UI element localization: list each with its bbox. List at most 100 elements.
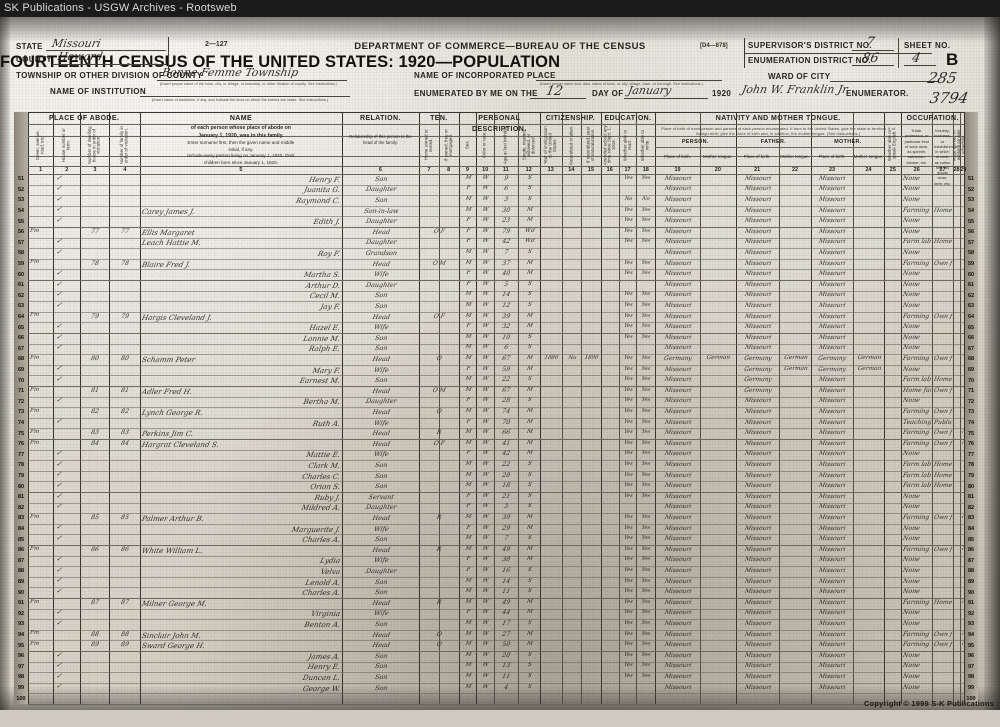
table-cell-entry: Missouri [818, 344, 847, 352]
table-cell-entry: Missouri [743, 450, 772, 458]
table-cell-entry: W [482, 333, 490, 340]
row-number-left: 65 [17, 324, 25, 331]
table-cell-entry: Ruth A. [312, 418, 342, 428]
table-cell-entry: Missouri [664, 567, 693, 574]
table-cell-entry: None [902, 196, 921, 203]
row-number-right: 89 [967, 578, 975, 585]
row-number-right: 83 [967, 515, 975, 522]
table-cell-entry: Yes [641, 673, 652, 679]
table-cell-entry: M [525, 408, 533, 414]
table-cell-entry: O [436, 355, 443, 362]
table-cell-entry: F [465, 238, 471, 245]
table-cell-entry: 66 [501, 429, 511, 437]
table-cell-entry: 32 [501, 323, 511, 331]
visitation-check-mark: ✓ [55, 237, 63, 246]
table-cell-entry: Yes [641, 450, 652, 457]
census-table: PLACE OF ABODE. NAME RELATION. TEN. PERSONAL… [14, 112, 978, 705]
row-number-left: 67 [17, 345, 25, 352]
table-cell-entry: M [464, 376, 472, 383]
table-cell-entry: Own farm [933, 514, 953, 521]
table-cell-entry: Wife [372, 609, 390, 618]
table-cell-entry: Yes [641, 376, 652, 383]
row-number-right: 86 [967, 547, 975, 554]
table-cell-entry: 22 [501, 461, 511, 468]
table-cell-entry: Missouri [664, 609, 693, 617]
row-number-right: 94 [967, 631, 975, 638]
table-cell-entry: S [526, 280, 532, 287]
table-cell-entry: 18 [501, 482, 511, 490]
table-cell-entry: 88 [120, 630, 131, 638]
table-cell-entry: Missouri [664, 651, 693, 659]
table-cell-entry: M [464, 439, 472, 446]
table-cell-entry: Yes [623, 514, 633, 520]
table-cell-entry: W [482, 609, 490, 616]
table-cell-entry: 80 [90, 355, 101, 362]
table-cell-entry: Missouri [818, 673, 847, 680]
table-cell-entry: Head [371, 355, 391, 363]
row-rule [28, 449, 964, 451]
visitation-check-mark: ✓ [55, 247, 63, 256]
table-cell-entry: 42 [501, 450, 511, 458]
table-cell-entry: Missouri [743, 651, 772, 659]
table-cell-entry: None [902, 673, 921, 680]
table-cell-entry: 30 [501, 206, 511, 214]
occupation-column-header: Industry, business, or establishment in … [934, 128, 959, 186]
table-cell-entry: Missouri [743, 662, 772, 670]
table-cell-entry: M [464, 620, 472, 626]
table-cell-entry: Yes [623, 365, 633, 372]
table-cell-entry: Yes [641, 333, 652, 340]
table-cell-entry: 13 [501, 662, 511, 670]
table-cell-entry: Missouri [743, 482, 772, 490]
table-cell-entry: F [465, 397, 471, 404]
column-group-header: OCCUPATION. [906, 115, 959, 122]
table-cell-entry: Yes [623, 217, 633, 224]
row-rule [28, 269, 964, 271]
table-cell-entry: O F [433, 227, 446, 235]
visitation-check-mark: ✓ [55, 321, 63, 330]
table-cell-entry: Yes [641, 492, 652, 499]
row-number-right: 80 [967, 483, 975, 490]
table-cell-entry: 88 [90, 630, 101, 638]
table-cell-entry: Yes [623, 429, 633, 436]
column-number: 24 [865, 167, 872, 173]
table-cell-entry: No [623, 196, 633, 202]
table-cell-entry: None [902, 227, 921, 235]
table-cell-entry: Missouri [818, 174, 847, 182]
table-cell-entry: Head [371, 408, 391, 416]
table-cell-entry: Own farm [933, 259, 953, 267]
visitation-check-mark: ✓ [55, 671, 63, 680]
table-cell-entry: W [482, 206, 490, 213]
table-cell-entry: Head [371, 386, 391, 395]
table-cell-entry: M [464, 355, 472, 361]
table-cell-entry: Missouri [743, 323, 772, 331]
table-cell-entry: Yes [641, 408, 652, 414]
row-rule [28, 417, 964, 419]
table-cell-entry: Missouri [743, 673, 772, 680]
table-cell-entry: Lonnie M. [302, 333, 342, 343]
table-cell-entry: 86 [90, 545, 101, 553]
table-cell-entry: Missouri [818, 429, 847, 437]
row-number-left: 100 [16, 695, 26, 702]
table-cell-entry: Sward George H. [141, 641, 207, 651]
table-cell-entry: F [465, 450, 471, 457]
table-cell-entry: Edith J. [313, 217, 342, 227]
table-cell-entry: S [526, 249, 532, 255]
enumeration-district-value: 86 [860, 51, 881, 66]
table-cell-entry: Yes [623, 450, 633, 457]
table-cell-entry: None [902, 620, 921, 627]
column-header: Whether able to speak English. [887, 129, 897, 161]
row-rule [28, 481, 964, 483]
row-number-left: 83 [17, 515, 25, 522]
table-cell-entry: Marguerite J. [291, 524, 342, 534]
column-number: 2 [65, 167, 69, 173]
sheet-rule [904, 65, 936, 66]
table-cell-entry: Missouri [818, 567, 847, 574]
table-cell-entry: Missouri [743, 397, 772, 405]
table-cell-entry: Missouri [664, 545, 693, 553]
table-cell-entry: Son [373, 673, 388, 681]
column-number: 29 [960, 167, 967, 173]
institution-hint: (Insert name of institution, if any, and… [152, 98, 329, 102]
table-cell-entry: Missouri [818, 683, 847, 691]
table-cell-entry: Hargrat Cleveland S. [141, 439, 221, 449]
table-cell-entry: Yes [641, 259, 652, 266]
